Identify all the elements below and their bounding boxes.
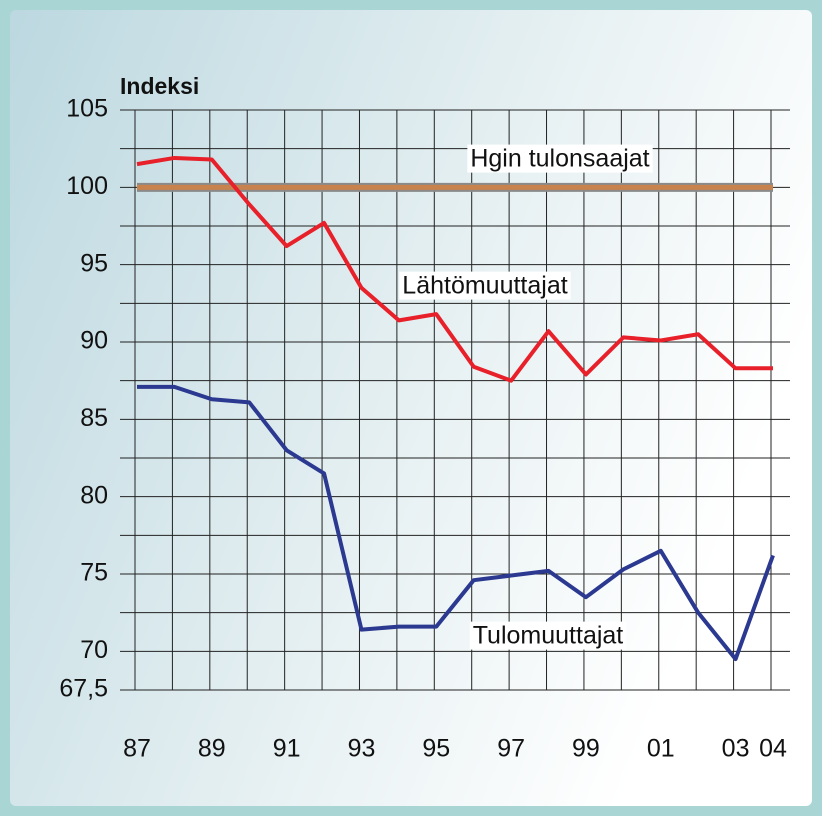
- series-label: Tulomuuttajat: [473, 622, 624, 650]
- x-tick-label: 93: [348, 735, 376, 763]
- y-tick-label: 105: [66, 95, 108, 123]
- x-tick-label: 87: [123, 735, 151, 763]
- y-axis-label: Indeksi: [120, 73, 199, 99]
- y-tick-label: 90: [80, 327, 108, 355]
- x-tick-label: 91: [273, 735, 301, 763]
- y-tick-label: 70: [80, 636, 108, 664]
- background: [10, 10, 812, 806]
- series-label: Lähtömuuttajat: [402, 272, 567, 300]
- series-label-bg: [399, 271, 571, 300]
- x-tick-label: 99: [572, 735, 600, 763]
- y-tick-label: 80: [80, 481, 108, 509]
- y-tick-label: 95: [80, 249, 108, 277]
- series-line: [137, 384, 775, 662]
- series-line: [136, 155, 773, 383]
- x-tick-label: 03: [722, 735, 750, 763]
- y-tick-label: 100: [66, 172, 108, 200]
- x-tick-label: 89: [198, 735, 226, 763]
- series-label: Hgin tulonsaajat: [470, 145, 649, 173]
- x-tick-label: 04: [759, 735, 787, 763]
- y-tick-label: 67,5: [59, 675, 108, 703]
- x-tick-label: 95: [422, 735, 450, 763]
- y-tick-label: 85: [80, 404, 108, 432]
- series-label-bg: [469, 621, 627, 650]
- series-label-bg: [467, 144, 653, 173]
- x-tick-label: 97: [497, 735, 525, 763]
- x-tick-label: 01: [647, 735, 675, 763]
- y-tick-label: 75: [80, 559, 108, 587]
